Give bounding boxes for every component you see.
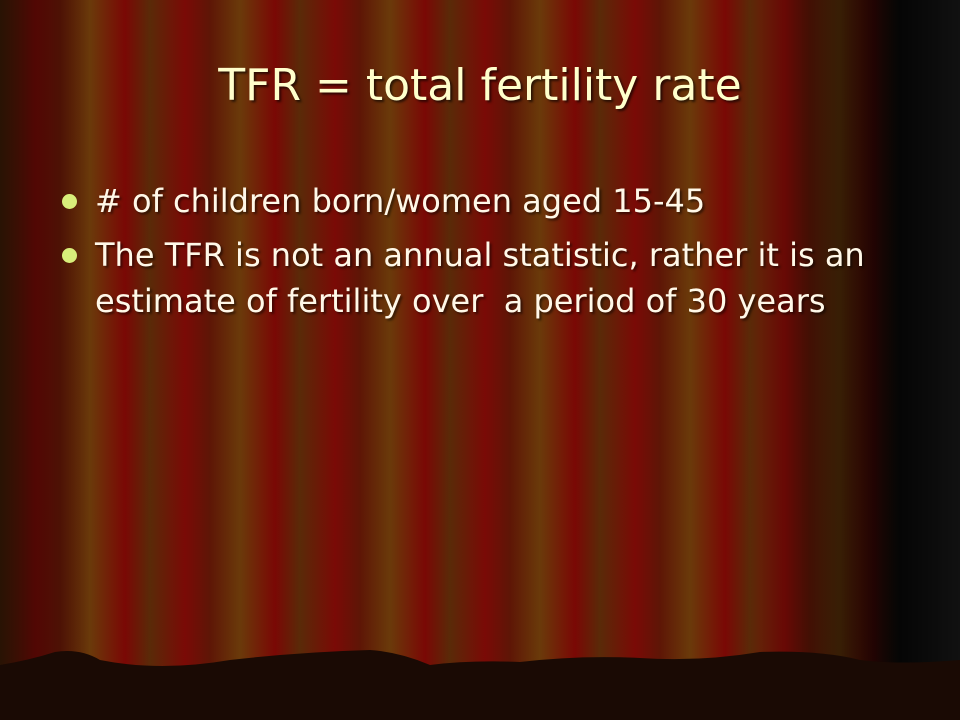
bullet: The TFR is not an annual statistic, rath… (60, 232, 910, 324)
bullet: # of children born/women aged 15-45 (60, 178, 910, 224)
slide-title: TFR = total fertility rate (218, 60, 742, 111)
bullet-list: # of children born/women aged 15-45 The … (60, 178, 910, 332)
